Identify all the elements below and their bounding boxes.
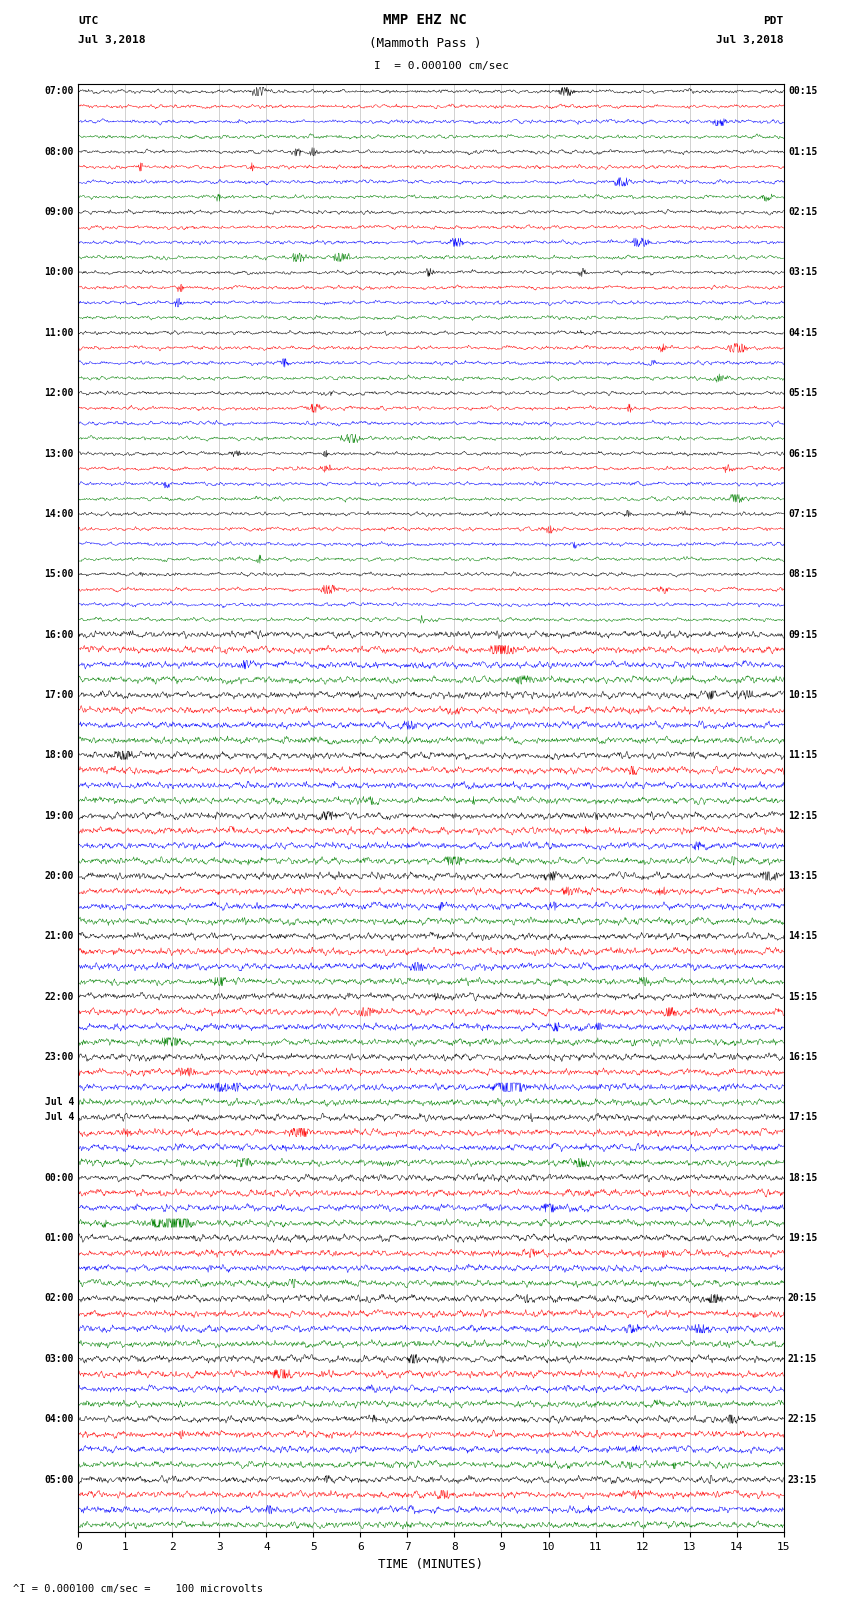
Text: 07:15: 07:15 (788, 508, 818, 519)
Text: 08:00: 08:00 (44, 147, 74, 156)
Text: 19:15: 19:15 (788, 1232, 818, 1244)
Text: 05:15: 05:15 (788, 389, 818, 398)
Text: 12:15: 12:15 (788, 811, 818, 821)
Text: 19:00: 19:00 (44, 811, 74, 821)
Text: 05:00: 05:00 (44, 1474, 74, 1484)
Text: 17:15: 17:15 (788, 1113, 818, 1123)
Text: 20:15: 20:15 (788, 1294, 818, 1303)
Text: 22:15: 22:15 (788, 1415, 818, 1424)
Text: 10:00: 10:00 (44, 268, 74, 277)
Text: 11:15: 11:15 (788, 750, 818, 760)
Text: 02:15: 02:15 (788, 206, 818, 218)
Text: 07:00: 07:00 (44, 87, 74, 97)
Text: 13:15: 13:15 (788, 871, 818, 881)
Text: 04:00: 04:00 (44, 1415, 74, 1424)
Text: 04:15: 04:15 (788, 327, 818, 337)
Text: 10:15: 10:15 (788, 690, 818, 700)
Text: 09:00: 09:00 (44, 206, 74, 218)
Text: 14:00: 14:00 (44, 508, 74, 519)
Text: I  = 0.000100 cm/sec: I = 0.000100 cm/sec (374, 61, 509, 71)
Text: 23:15: 23:15 (788, 1474, 818, 1484)
Text: Jul 4: Jul 4 (44, 1097, 74, 1108)
Text: 14:15: 14:15 (788, 931, 818, 942)
Text: 22:00: 22:00 (44, 992, 74, 1002)
Text: 08:15: 08:15 (788, 569, 818, 579)
Text: 15:15: 15:15 (788, 992, 818, 1002)
Text: 11:00: 11:00 (44, 327, 74, 337)
Text: 00:00: 00:00 (44, 1173, 74, 1182)
Text: 18:15: 18:15 (788, 1173, 818, 1182)
Text: 06:15: 06:15 (788, 448, 818, 458)
Text: 12:00: 12:00 (44, 389, 74, 398)
Text: 15:00: 15:00 (44, 569, 74, 579)
Text: 16:00: 16:00 (44, 629, 74, 640)
Text: 17:00: 17:00 (44, 690, 74, 700)
Text: 23:00: 23:00 (44, 1052, 74, 1061)
Text: 18:00: 18:00 (44, 750, 74, 760)
Text: 01:15: 01:15 (788, 147, 818, 156)
Text: 00:15: 00:15 (788, 87, 818, 97)
Text: MMP EHZ NC: MMP EHZ NC (383, 13, 467, 27)
Text: 21:00: 21:00 (44, 931, 74, 942)
Text: 20:00: 20:00 (44, 871, 74, 881)
Text: 09:15: 09:15 (788, 629, 818, 640)
Text: (Mammoth Pass ): (Mammoth Pass ) (369, 37, 481, 50)
Text: 03:15: 03:15 (788, 268, 818, 277)
Text: 16:15: 16:15 (788, 1052, 818, 1061)
X-axis label: TIME (MINUTES): TIME (MINUTES) (378, 1558, 484, 1571)
Text: 01:00: 01:00 (44, 1232, 74, 1244)
Text: 13:00: 13:00 (44, 448, 74, 458)
Text: 02:00: 02:00 (44, 1294, 74, 1303)
Text: Jul 4: Jul 4 (44, 1113, 74, 1123)
Text: 21:15: 21:15 (788, 1353, 818, 1365)
Text: Jul 3,2018: Jul 3,2018 (717, 35, 784, 45)
Text: 03:00: 03:00 (44, 1353, 74, 1365)
Text: Jul 3,2018: Jul 3,2018 (78, 35, 145, 45)
Text: PDT: PDT (763, 16, 784, 26)
Text: UTC: UTC (78, 16, 99, 26)
Text: ^I = 0.000100 cm/sec =    100 microvolts: ^I = 0.000100 cm/sec = 100 microvolts (13, 1584, 263, 1594)
